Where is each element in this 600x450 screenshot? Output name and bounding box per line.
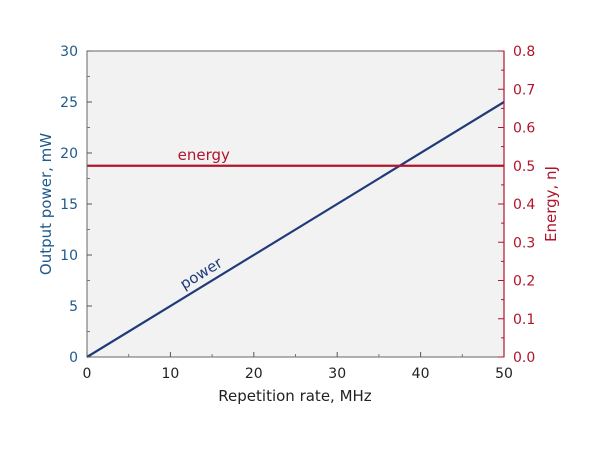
axes-layer: 0 10 20 30 40 50 0 5 10 15 20 25 30 0.0 0.1 0.2 0.3 0.4 0.… <box>60 44 535 382</box>
right-y-tick-label: 0.5 <box>513 159 535 175</box>
plot-background <box>87 51 504 357</box>
right-y-tick-label: 0.7 <box>513 82 535 98</box>
series-label-energy: energy <box>178 146 230 164</box>
left-y-tick-label: 10 <box>60 248 78 264</box>
right-y-tick-label: 0.0 <box>513 350 535 366</box>
right-y-tick-label: 0.2 <box>513 274 535 290</box>
left-y-tick-label: 30 <box>60 44 78 60</box>
x-axis-label: Repetition rate, MHz <box>218 387 372 405</box>
x-tick-label: 10 <box>161 366 179 382</box>
left-y-axis-label: Output power, mW <box>37 133 55 275</box>
x-tick-label: 30 <box>328 366 346 382</box>
right-y-tick-label: 0.8 <box>513 44 535 60</box>
x-tick-label: 20 <box>245 366 263 382</box>
right-y-axis-label: Energy, nJ <box>542 166 560 242</box>
left-y-tick-label: 5 <box>69 299 78 315</box>
left-y-tick-label: 20 <box>60 146 78 162</box>
left-y-tick-label: 0 <box>69 350 78 366</box>
right-y-tick-label: 0.3 <box>513 235 535 251</box>
right-y-tick-label: 0.4 <box>513 197 535 213</box>
left-y-tick-label: 15 <box>60 197 78 213</box>
right-y-tick-label: 0.6 <box>513 121 535 137</box>
left-y-tick-label: 25 <box>60 95 78 111</box>
series-line-power <box>86 101 505 358</box>
x-tick-label: 0 <box>83 366 92 382</box>
x-tick-label: 50 <box>495 366 513 382</box>
right-y-tick-label: 0.1 <box>513 312 535 328</box>
x-tick-label: 40 <box>412 366 430 382</box>
